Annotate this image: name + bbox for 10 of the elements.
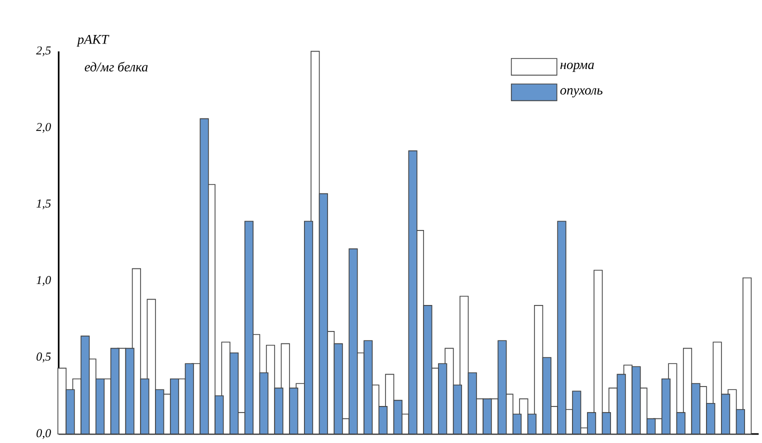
y-tick-label: 1,0 <box>36 276 51 286</box>
y-tick-label: 2,0 <box>36 122 51 133</box>
y-axis-title: pAKT <box>76 34 110 46</box>
legend-label: норма <box>560 62 594 72</box>
y-tick-label: 0,5 <box>36 352 51 362</box>
legend-label: опухоль <box>560 88 602 98</box>
annotation: ед/мг белка <box>84 62 148 72</box>
y-tick-label: 1,5 <box>36 199 51 210</box>
y-tick-label: 0,0 <box>36 428 51 439</box>
y-tick-label: 2,5 <box>36 46 51 56</box>
